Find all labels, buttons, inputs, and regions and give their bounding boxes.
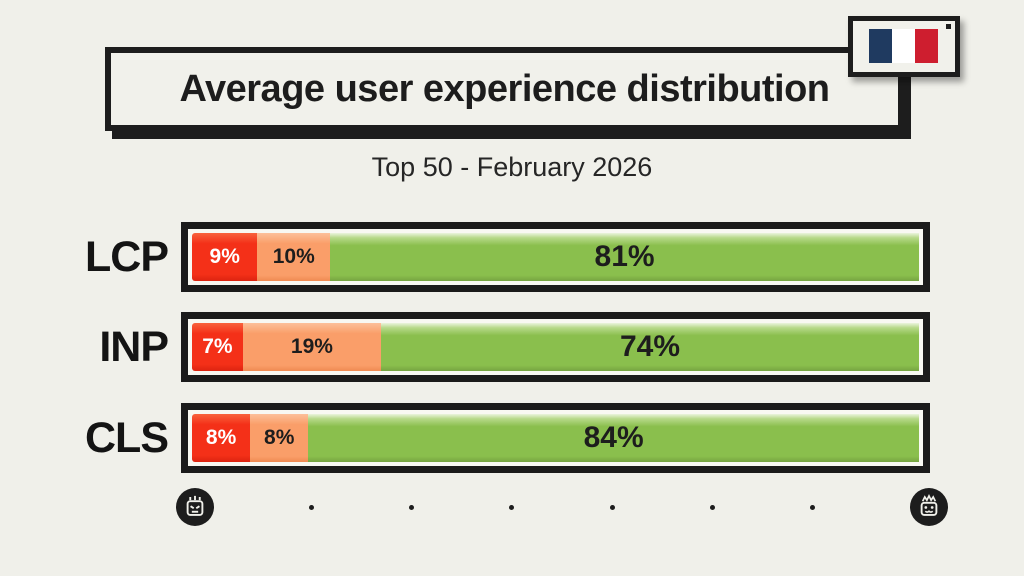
footer-dotted-rule bbox=[176, 488, 948, 526]
segment-needs-improvement: 8% bbox=[250, 414, 309, 462]
bar-frame: 7% 19% 74% bbox=[181, 312, 930, 382]
angry-robot-mascot-icon bbox=[176, 488, 214, 526]
segment-value-label: 74% bbox=[619, 330, 680, 363]
separator-dot bbox=[709, 504, 715, 510]
page-title: Average user experience distribution bbox=[179, 67, 830, 110]
crowned-robot-mascot-icon bbox=[909, 488, 948, 526]
segment-value-label: 8% bbox=[264, 426, 295, 449]
bar-row-cls: CLS 8% 8% 84% bbox=[0, 403, 1024, 473]
category-label-lcp: LCP bbox=[85, 232, 169, 281]
category-label-inp: INP bbox=[99, 322, 169, 371]
category-label-cls: CLS bbox=[85, 413, 169, 462]
bar-row-lcp: LCP 9% 10% 81% bbox=[0, 222, 1024, 292]
title-box: Average user experience distribution bbox=[105, 47, 904, 131]
france-flag-badge bbox=[848, 16, 960, 77]
segment-poor: 7% bbox=[192, 323, 243, 371]
segment-poor: 9% bbox=[192, 233, 258, 281]
bar-frame: 8% 8% 84% bbox=[181, 403, 930, 473]
france-flag-icon bbox=[869, 29, 938, 63]
separator-dot bbox=[409, 504, 415, 510]
segment-value-label: 84% bbox=[583, 421, 644, 454]
segment-poor: 8% bbox=[192, 414, 251, 462]
separator-dot bbox=[509, 504, 515, 510]
bar-row-inp: INP 7% 19% 74% bbox=[0, 312, 1024, 382]
segment-value-label: 7% bbox=[202, 335, 233, 358]
separator-dot bbox=[809, 504, 815, 510]
segment-value-label: 19% bbox=[290, 335, 333, 358]
corner-dot bbox=[946, 24, 951, 29]
segment-needs-improvement: 10% bbox=[257, 233, 331, 281]
segment-good: 81% bbox=[330, 233, 919, 281]
flag-stripe-2 bbox=[915, 29, 938, 63]
flag-stripe-0 bbox=[869, 29, 892, 63]
separator-dot bbox=[609, 504, 615, 510]
bar-frame: 9% 10% 81% bbox=[181, 222, 930, 292]
segment-needs-improvement: 19% bbox=[242, 323, 381, 371]
segment-value-label: 9% bbox=[209, 245, 240, 268]
segment-good: 74% bbox=[381, 323, 919, 371]
flag-stripe-1 bbox=[892, 29, 915, 63]
separator-dot bbox=[309, 504, 315, 510]
segment-good: 84% bbox=[308, 414, 919, 462]
segment-value-label: 10% bbox=[272, 245, 315, 268]
chart-subtitle: Top 50 - February 2026 bbox=[371, 152, 653, 182]
segment-value-label: 81% bbox=[594, 240, 655, 273]
segment-value-label: 8% bbox=[205, 426, 237, 449]
